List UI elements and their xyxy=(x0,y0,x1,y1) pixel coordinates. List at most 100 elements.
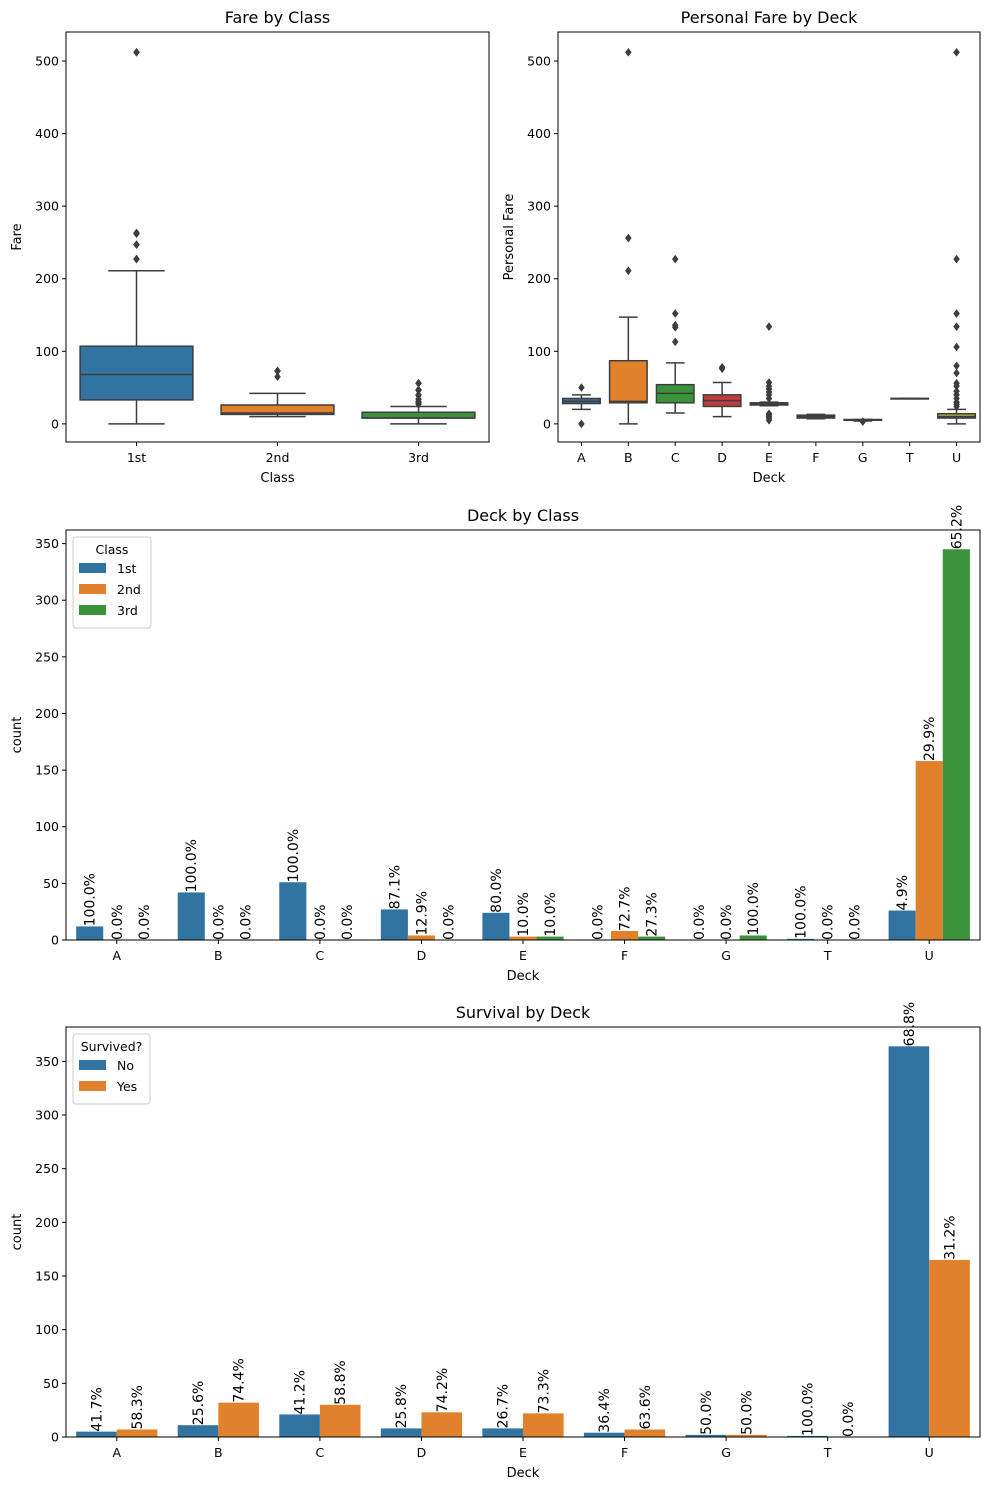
personal-fare-by-deck-axes: Personal Fare by Deck 0 100 200 300 400 500 A B C… xyxy=(502,8,981,486)
box-T xyxy=(890,397,930,400)
bar-data-label: 50.0% xyxy=(699,1390,715,1434)
series-No: 41.7% 25.6% 41.2% 25.8% 26.7% 36.4% 50.0% 100.0… xyxy=(76,1002,930,1437)
y-tick-label: 250 xyxy=(35,649,59,664)
bar-data-label: 10.0% xyxy=(543,892,559,936)
box-3rd xyxy=(361,378,476,425)
legend: Survived? No Yes xyxy=(72,1033,151,1105)
bar-data-label: 65.2% xyxy=(949,505,965,549)
bar-data-label: 12.9% xyxy=(414,891,430,935)
outlier-point xyxy=(859,417,867,427)
bar-No-U xyxy=(888,1046,930,1437)
series-3rd: 0.0% 0.0% 0.0% 0.0% 10.0% 27.3% 100.0% 0.0% 65.2… xyxy=(137,505,970,940)
x-tick-label: E xyxy=(519,1445,527,1460)
legend: Class 1st 2nd 3rd xyxy=(72,536,152,629)
x-tick-label: A xyxy=(112,948,121,963)
box-B xyxy=(608,47,648,425)
bar-No-D xyxy=(380,1428,422,1437)
box-C xyxy=(655,254,695,414)
y-tick-label: 200 xyxy=(35,1215,59,1230)
bar-data-label: 29.9% xyxy=(922,717,938,761)
box-A xyxy=(561,383,601,429)
x-axis-label: Deck xyxy=(753,471,786,486)
plot-frame xyxy=(65,529,981,941)
chart-title: Deck by Class xyxy=(467,506,579,525)
outlier-point xyxy=(953,378,960,388)
x-tick-label: B xyxy=(624,450,633,465)
y-tick-label: 350 xyxy=(35,1054,59,1069)
series-Yes: 58.3% 74.4% 58.8% 74.2% 73.3% 63.6% 50.0% 0.0% 3… xyxy=(116,1215,970,1437)
outlier-point xyxy=(671,254,679,264)
outlier-point xyxy=(953,342,960,352)
y-tick-label: 200 xyxy=(35,271,59,286)
box-iqr xyxy=(361,411,476,419)
bar-3rd-F xyxy=(638,936,666,940)
x-axis-label: Deck xyxy=(507,1466,540,1481)
bar-data-label: 26.7% xyxy=(496,1384,512,1428)
outlier-point xyxy=(953,386,960,396)
outlier-point xyxy=(133,240,140,250)
bar-data-label: 0.0% xyxy=(137,904,153,940)
bar-data-label: 0.0% xyxy=(442,904,458,940)
y-tick-label: 250 xyxy=(35,1161,59,1176)
bar-data-label: 72.7% xyxy=(618,886,634,930)
x-tick-label: B xyxy=(214,1445,223,1460)
bar-data-label: 68.8% xyxy=(902,1002,918,1046)
bar-1st-D xyxy=(380,909,408,940)
y-tick-label: 400 xyxy=(527,126,551,141)
legend-swatch-Yes xyxy=(79,1081,106,1091)
plot-frame xyxy=(65,1026,981,1438)
outlier-point xyxy=(625,47,632,57)
outlier-point xyxy=(671,320,679,330)
y-tick-label: 50 xyxy=(43,876,59,891)
y-axis-label: Personal Fare xyxy=(502,194,517,281)
x-tick-label: U xyxy=(952,450,961,465)
box-G xyxy=(843,417,883,427)
bar-2nd-D xyxy=(407,935,435,940)
bar-data-label: 58.8% xyxy=(333,1360,349,1404)
y-tick-label: 0 xyxy=(51,1430,59,1445)
x-tick-label: 3rd xyxy=(408,450,429,465)
bar-data-label: 74.2% xyxy=(435,1368,451,1412)
bar-Yes-E xyxy=(523,1413,564,1437)
x-tick-label: A xyxy=(112,1445,121,1460)
y-tick-label: 200 xyxy=(527,271,551,286)
bar-Yes-A xyxy=(116,1429,158,1437)
y-tick-label: 200 xyxy=(35,706,59,721)
bar-1st-U xyxy=(888,910,916,940)
bar-2nd-E xyxy=(509,936,537,940)
x-tick-label: C xyxy=(316,1445,325,1460)
y-tick-label: 500 xyxy=(527,54,551,69)
bar-data-label: 80.0% xyxy=(489,868,505,912)
bar-data-label: 41.7% xyxy=(89,1387,105,1431)
y-tick-label: 350 xyxy=(35,536,59,551)
outlier-point xyxy=(625,266,632,276)
legend-label-2nd: 2nd xyxy=(117,582,141,597)
bar-data-label: 58.3% xyxy=(130,1385,146,1429)
bar-data-label: 0.0% xyxy=(719,904,735,940)
outlier-point xyxy=(953,254,960,264)
outlier-point xyxy=(133,228,140,238)
bar-Yes-D xyxy=(421,1412,463,1437)
bar-data-label: 73.3% xyxy=(536,1369,552,1413)
bar-No-E xyxy=(482,1428,523,1437)
outlier-point xyxy=(415,378,422,388)
outlier-point xyxy=(625,233,632,243)
bar-data-label: 100.0% xyxy=(184,839,200,892)
bar-1st-A xyxy=(76,926,104,940)
deck-by-class-axes: Deck by Class 0 50 100 150 200 250 300 350 A B C D E F… xyxy=(10,505,981,984)
bar-data-label: 0.0% xyxy=(848,904,864,940)
legend-label-No: No xyxy=(117,1058,134,1073)
x-tick-label: F xyxy=(621,948,628,963)
bar-data-label: 0.0% xyxy=(211,904,227,940)
chart-title: Survival by Deck xyxy=(456,1003,591,1022)
bar-data-label: 0.0% xyxy=(841,1401,857,1437)
bar-data-label: 31.2% xyxy=(943,1215,959,1259)
box-D xyxy=(702,362,742,418)
x-tick-label: C xyxy=(316,948,325,963)
outlier-point xyxy=(953,361,960,371)
outlier-point xyxy=(578,383,585,392)
box-2nd xyxy=(220,366,335,418)
bar-data-label: 100.0% xyxy=(83,873,99,926)
x-axis-label: Deck xyxy=(507,969,540,984)
